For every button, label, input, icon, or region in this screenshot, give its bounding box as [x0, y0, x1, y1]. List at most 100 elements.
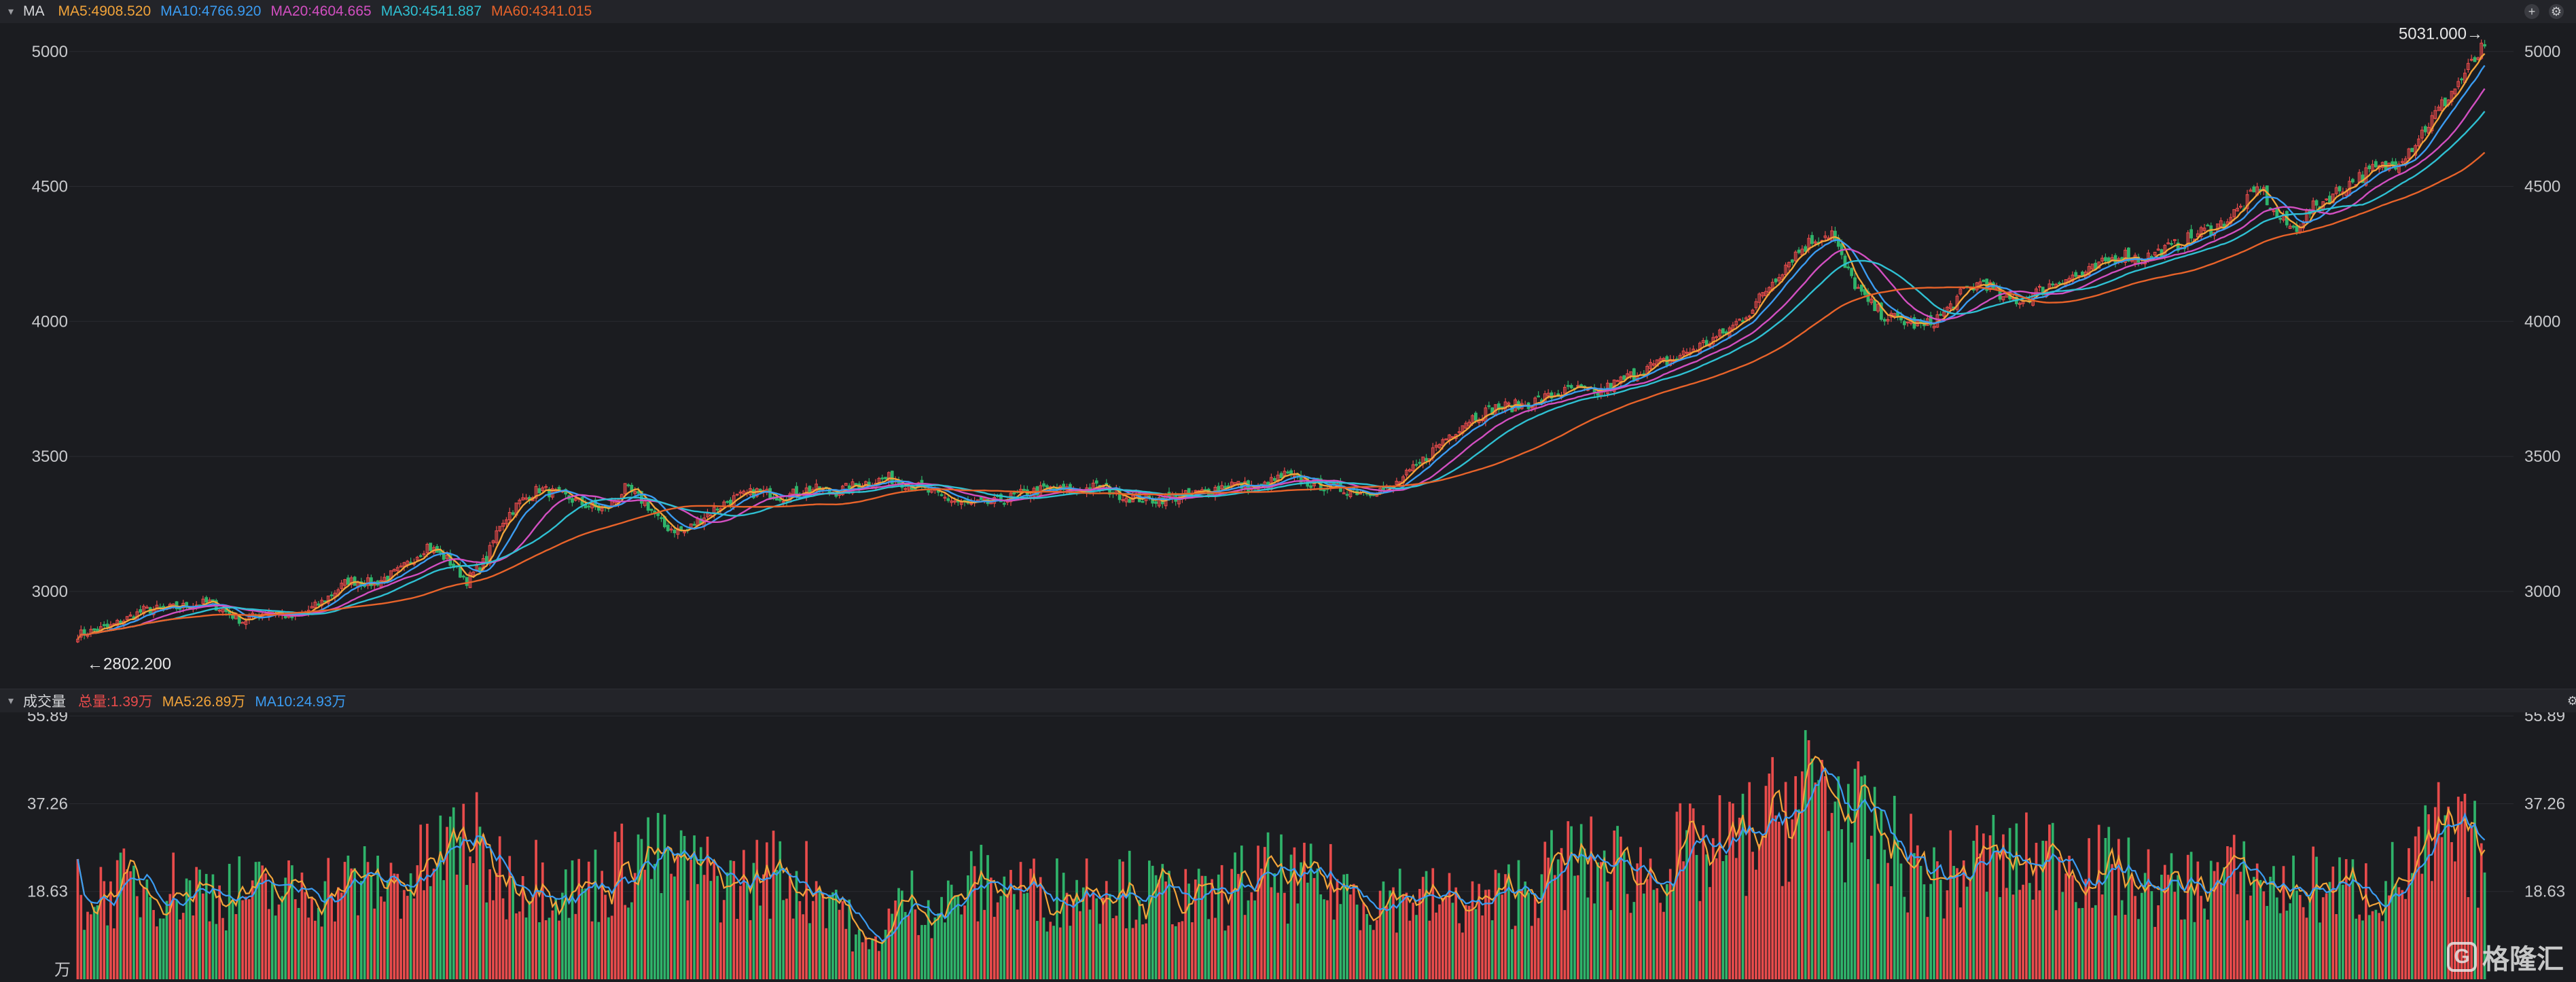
volume-bar — [1276, 892, 1279, 979]
volume-bar — [152, 909, 155, 979]
volume-bar — [1253, 900, 1257, 979]
volume-bar — [1458, 923, 1461, 979]
volume-bar — [1962, 860, 1965, 979]
volume-bar — [571, 860, 574, 979]
indicator-name[interactable]: 成交量 — [23, 694, 67, 710]
volume-bar — [1781, 886, 1784, 979]
volume-bar — [963, 905, 966, 979]
volume-bar — [389, 862, 393, 979]
candle-body — [1790, 259, 1794, 263]
volume-bar — [1860, 776, 1863, 979]
volume-bar — [1761, 834, 1764, 979]
volume-bar — [1309, 843, 1312, 979]
volume-bar — [980, 844, 983, 979]
volume-bar — [2444, 815, 2447, 979]
volume-bar — [459, 837, 462, 979]
candle-body — [943, 496, 947, 499]
volume-bar — [370, 875, 373, 979]
volume-bar — [419, 824, 423, 979]
candle-body — [940, 494, 944, 496]
volume-bar — [946, 880, 950, 979]
volume-bar — [1501, 894, 1504, 979]
volume-bar — [156, 926, 158, 979]
volume-bar — [1916, 845, 1919, 979]
volume-bar — [373, 908, 376, 979]
volume-bar — [1062, 873, 1065, 979]
volume-bar — [2404, 898, 2407, 979]
candle-body — [844, 483, 848, 486]
ma30-value: MA30:4541.887 — [380, 3, 482, 19]
volume-bar — [1853, 769, 1857, 979]
candle-body — [1721, 328, 1725, 333]
volume-bar — [1270, 887, 1273, 979]
collapse-icon[interactable]: ▾ — [8, 695, 14, 707]
candle-body — [544, 486, 548, 488]
volume-bar — [1260, 869, 1263, 979]
volume-bar — [485, 902, 488, 979]
candle-body — [673, 529, 677, 534]
volume-bar — [1537, 917, 1540, 979]
volume-bar — [841, 901, 844, 979]
volume-bar — [709, 881, 713, 979]
price-tick-label-left: 3500 — [32, 448, 68, 466]
collapse-icon[interactable]: ▾ — [8, 6, 14, 18]
volume-bar — [676, 856, 679, 979]
volume-bar — [1883, 850, 1886, 979]
volume-bar — [2200, 896, 2203, 979]
candle-body — [445, 554, 449, 559]
volume-bar — [1830, 813, 1833, 979]
volume-bar — [472, 862, 475, 979]
volume-bar — [844, 928, 848, 979]
volume-bar — [1478, 884, 1481, 979]
volume-bar — [2447, 806, 2450, 979]
volume-bar — [1346, 873, 1348, 979]
volume-bar — [1649, 858, 1652, 979]
add-icon[interactable]: + — [2524, 4, 2539, 19]
volume-bar — [2467, 897, 2470, 979]
candle-body — [537, 488, 541, 494]
candle-body — [669, 528, 673, 531]
volume-bar — [1280, 834, 1283, 979]
volume-bar — [323, 881, 327, 979]
candle-body — [425, 543, 429, 553]
volume-bar — [482, 834, 485, 979]
volume-bar — [2378, 913, 2381, 979]
volume-bar — [363, 846, 366, 979]
volume-bar — [2002, 834, 2005, 979]
volume-bar — [1721, 860, 1725, 979]
volume-bar — [2348, 884, 2351, 979]
candle-body — [709, 514, 713, 517]
volume-bar — [83, 930, 86, 979]
settings-icon[interactable]: ⚙ — [2566, 694, 2576, 708]
volume-bar — [1481, 915, 1484, 979]
indicator-name[interactable]: MA — [23, 3, 45, 19]
candle-body — [521, 497, 525, 501]
candle-body — [76, 638, 79, 642]
volume-bar — [168, 894, 172, 979]
volume-bar — [683, 835, 686, 979]
candle-body — [1982, 279, 1986, 283]
volume-bar — [1177, 922, 1181, 979]
volume-bar — [508, 856, 512, 979]
volume-bar — [185, 878, 188, 979]
candle-body — [2206, 224, 2210, 227]
volume-bar — [1929, 884, 1933, 979]
volume-bar — [126, 869, 129, 979]
volume-bar — [478, 826, 482, 979]
volume-bar — [1375, 920, 1378, 979]
candle-body — [1128, 498, 1132, 503]
volume-bar — [584, 888, 587, 979]
volume-bar — [2424, 805, 2427, 979]
candle-body — [491, 540, 495, 544]
volume-bar — [2223, 867, 2225, 979]
volume-bar — [195, 867, 198, 979]
volume-bar — [1487, 889, 1490, 979]
settings-icon[interactable]: ⚙ — [2549, 4, 2564, 19]
volume-bar — [2153, 926, 2157, 979]
volume-bar — [1804, 730, 1807, 979]
volume-bar — [1022, 893, 1026, 979]
volume-bar — [1906, 912, 1910, 979]
volume-bar — [1784, 782, 1787, 979]
candle-body — [2249, 189, 2253, 192]
candle-body — [1457, 431, 1461, 433]
